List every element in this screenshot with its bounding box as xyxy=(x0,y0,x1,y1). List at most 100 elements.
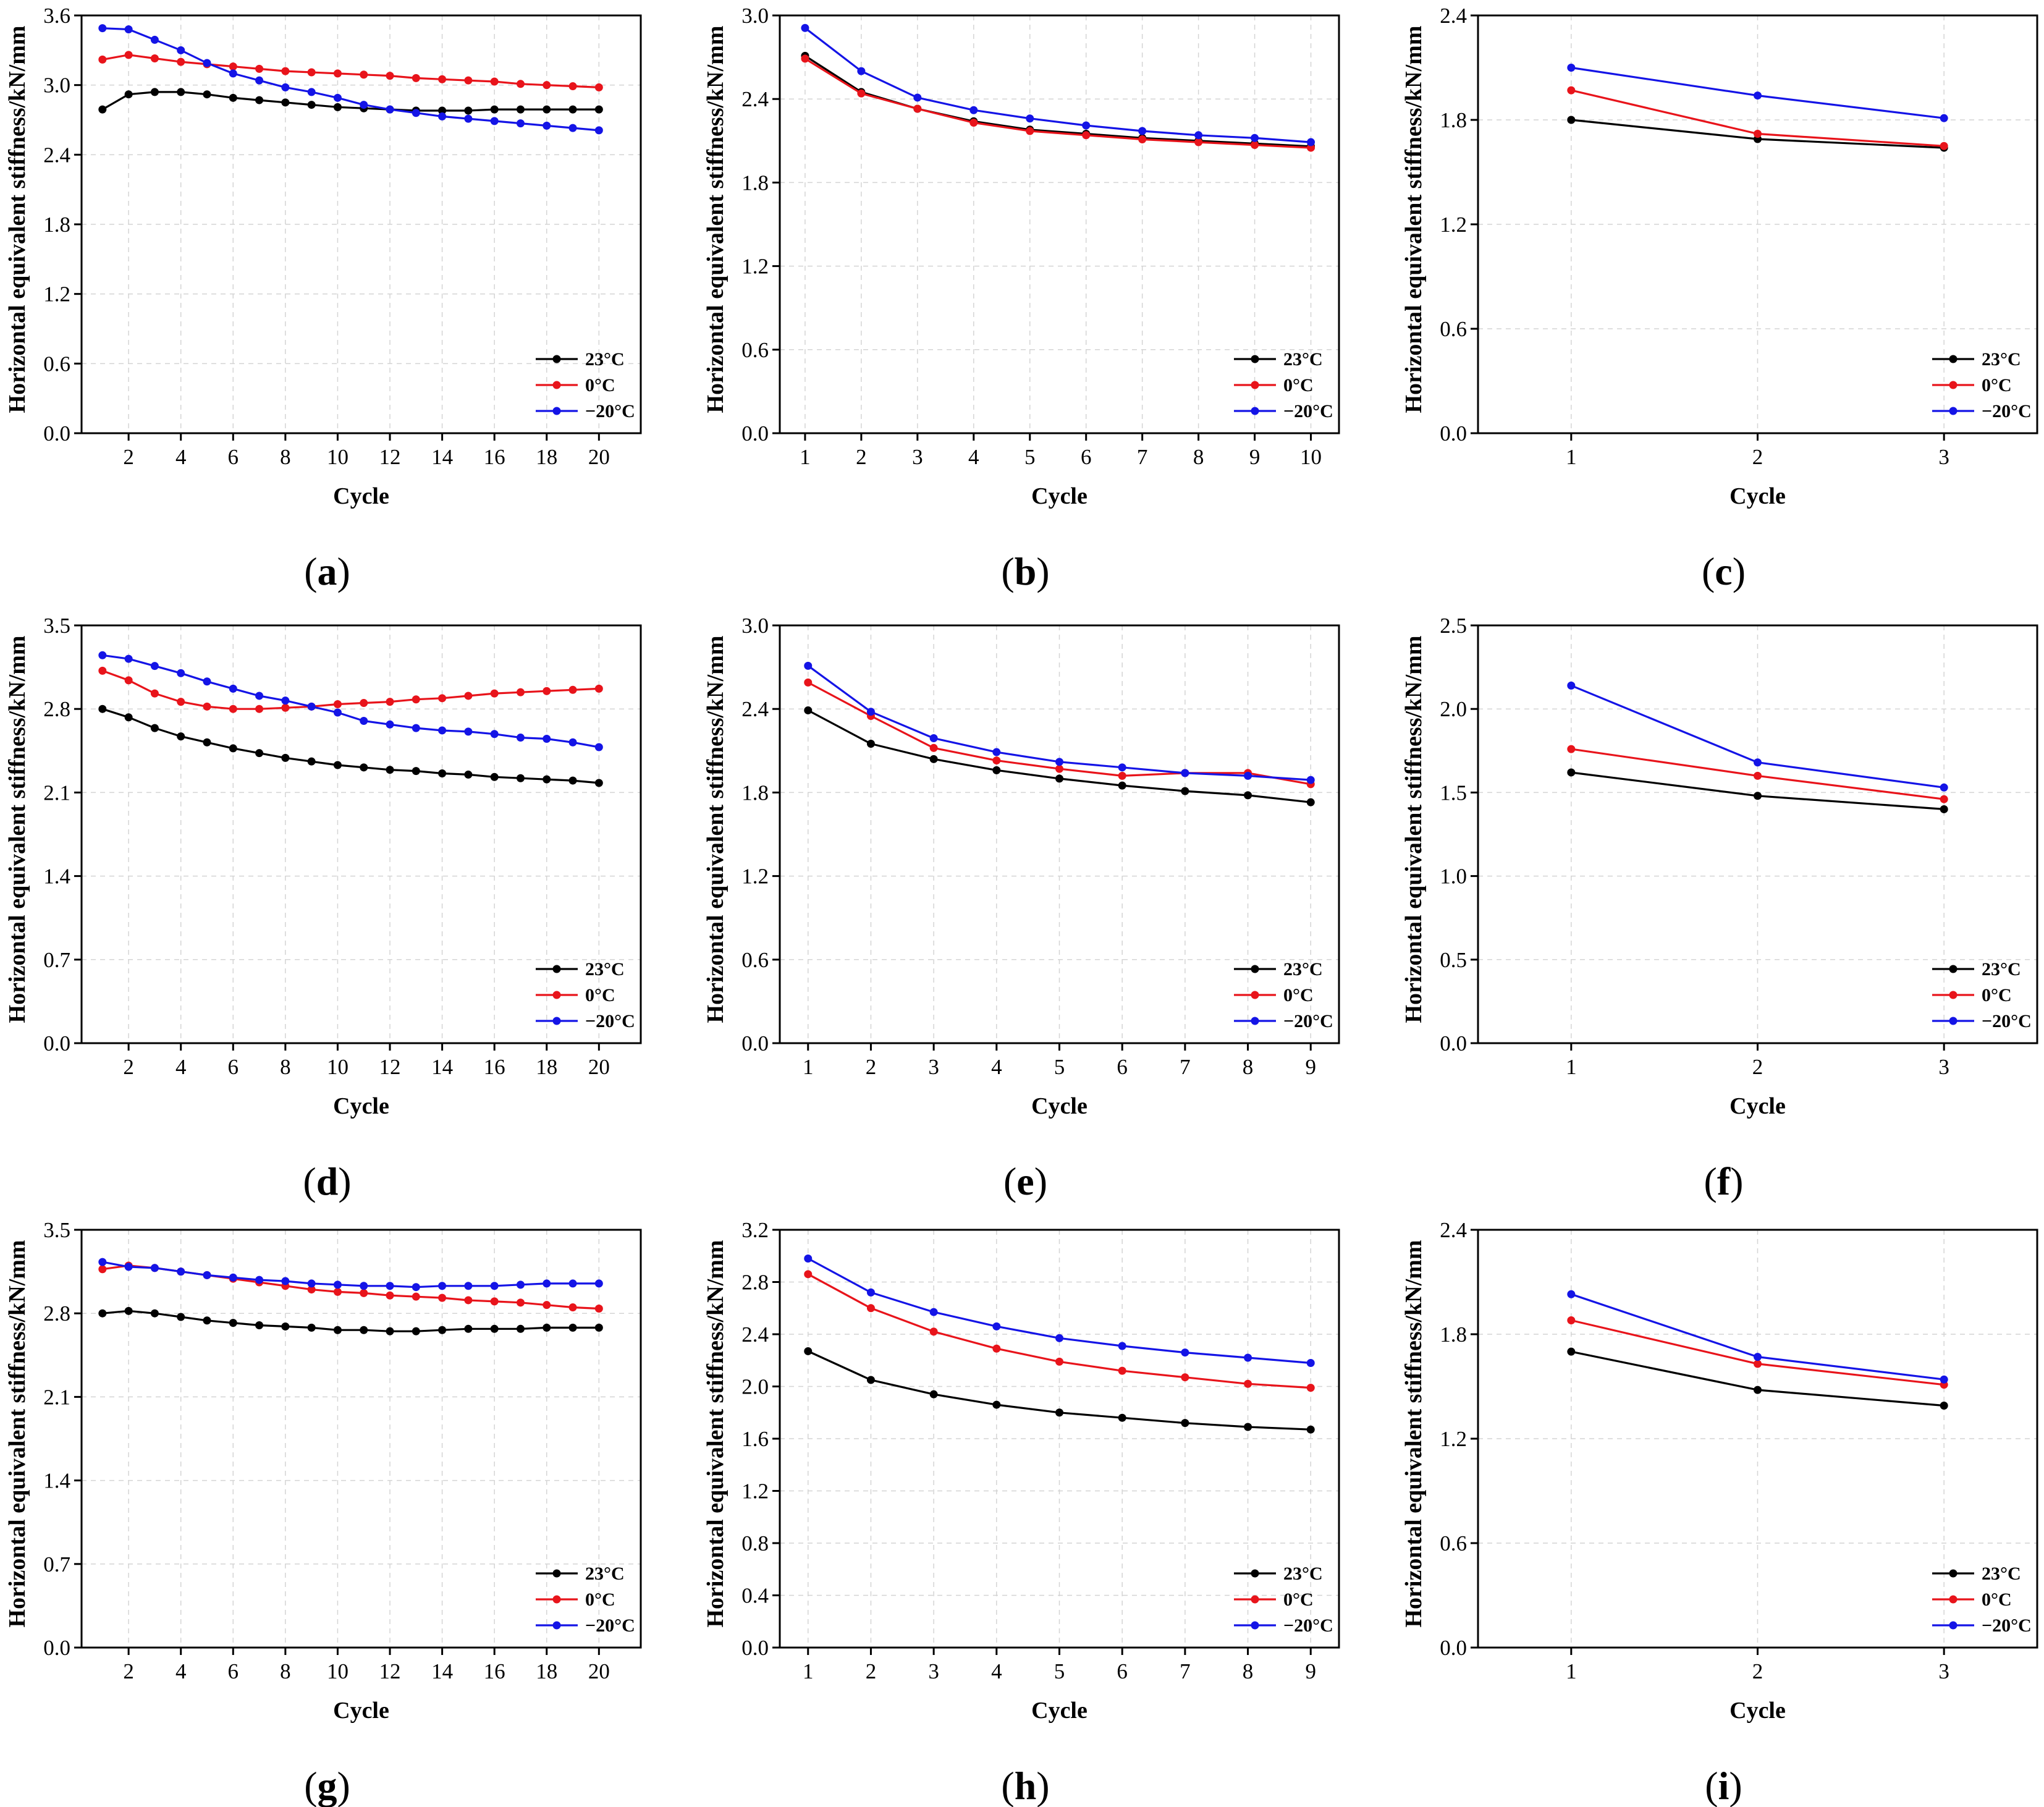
y-tick-label: 1.2 xyxy=(741,1479,769,1504)
data-point xyxy=(124,654,133,663)
data-point xyxy=(150,88,159,96)
y-tick-label: 1.2 xyxy=(1440,1427,1467,1451)
data-point xyxy=(490,117,499,125)
panel-label-paren-close: ) xyxy=(1729,1764,1742,1807)
data-point xyxy=(1055,1408,1063,1417)
panel-label-letter: c xyxy=(1715,549,1732,593)
y-tick-label: 0.6 xyxy=(43,352,70,376)
legend-label: 0°C xyxy=(585,985,615,1005)
x-tick-label: 10 xyxy=(327,445,348,469)
y-tick-label: 1.8 xyxy=(43,213,70,237)
data-point xyxy=(594,105,603,114)
data-point xyxy=(98,666,107,675)
panel-label-paren-close: ) xyxy=(337,1764,350,1807)
panel-label-paren-close: ) xyxy=(1036,549,1049,593)
data-point xyxy=(333,700,342,708)
x-tick-label: 5 xyxy=(1054,1659,1065,1683)
data-point xyxy=(98,1258,107,1266)
data-point xyxy=(1940,805,1948,813)
x-tick-label: 12 xyxy=(379,445,401,469)
panel-label-paren-close: ) xyxy=(337,549,350,593)
data-point xyxy=(1754,771,1762,780)
y-tick-label: 1.8 xyxy=(741,781,769,805)
panel-i: 0.0 0.6 1.2 1.8 2.4 1 2 3 Cycle Horizontal equiva… xyxy=(1401,1218,2038,1807)
legend-label: 23°C xyxy=(585,349,625,370)
data-point xyxy=(1055,764,1063,773)
series--20C xyxy=(1567,64,1948,122)
data-point xyxy=(177,46,185,54)
data-point xyxy=(229,1273,237,1282)
legend-marker xyxy=(1251,407,1259,415)
data-point xyxy=(255,64,264,73)
data-point xyxy=(866,740,875,748)
y-axis-title: Horizontal equivalent stiffness/kN/mm xyxy=(1401,1240,1427,1628)
data-point xyxy=(281,703,290,712)
legend-label: 23°C xyxy=(1982,349,2021,370)
series-line xyxy=(102,708,599,784)
x-tick-label: 4 xyxy=(175,445,187,469)
data-point xyxy=(1055,758,1063,766)
data-point xyxy=(1118,781,1126,790)
data-point xyxy=(307,1323,316,1332)
plot-frame xyxy=(779,14,1340,434)
data-point xyxy=(801,54,809,63)
data-point xyxy=(1567,745,1576,753)
data-point xyxy=(438,1282,447,1290)
data-point xyxy=(386,698,394,706)
data-point xyxy=(490,1324,499,1333)
y-tick-label: 0.0 xyxy=(741,1636,769,1660)
x-tick-label: 7 xyxy=(1180,1055,1191,1079)
data-point xyxy=(360,101,368,109)
panel-label-paren-open: ( xyxy=(1705,1764,1718,1807)
y-tick-label: 3.5 xyxy=(43,1218,70,1242)
data-point xyxy=(594,1279,603,1288)
legend-label: −20°C xyxy=(585,401,635,421)
data-point xyxy=(150,662,159,671)
data-point xyxy=(1567,681,1576,690)
legend: 23°C 0°C −20°C xyxy=(1932,1564,2032,1636)
x-tick-label: 6 xyxy=(1081,445,1092,469)
data-point xyxy=(412,109,420,117)
legend-label: 23°C xyxy=(1283,349,1323,370)
legend-marker xyxy=(1251,381,1259,389)
data-point xyxy=(438,1326,447,1334)
y-axis-title: Horizontal equivalent stiffness/kN/mm xyxy=(703,26,728,413)
x-axis-title: Cycle xyxy=(1031,483,1087,509)
legend-marker xyxy=(1251,1017,1259,1025)
data-point xyxy=(1567,1290,1576,1298)
x-tick-label: 1 xyxy=(1566,445,1577,469)
series-0C xyxy=(801,54,1316,152)
y-tick-label: 1.8 xyxy=(1440,1322,1467,1347)
y-tick-label: 2.4 xyxy=(741,1322,769,1347)
y-tick-label: 2.0 xyxy=(1440,697,1467,721)
data-point xyxy=(490,1297,499,1306)
y-tick-label: 2.5 xyxy=(1440,614,1467,638)
data-point xyxy=(992,1344,1001,1353)
data-point xyxy=(333,1326,342,1334)
data-point xyxy=(1026,127,1034,135)
y-tick-label: 1.2 xyxy=(43,282,70,307)
data-point xyxy=(1306,1384,1315,1392)
legend-label: 23°C xyxy=(1982,1564,2021,1584)
data-point xyxy=(281,83,290,91)
data-point xyxy=(866,708,875,716)
data-point xyxy=(594,83,603,91)
legend-label: 0°C xyxy=(1283,375,1314,396)
data-point xyxy=(98,24,107,33)
x-tick-label: 16 xyxy=(484,1055,505,1079)
grid xyxy=(82,625,641,1043)
data-point xyxy=(438,106,447,115)
data-point xyxy=(568,1303,577,1312)
series-line xyxy=(804,27,1311,143)
legend-label: 23°C xyxy=(585,959,625,980)
y-tick-label: 0.7 xyxy=(43,948,70,972)
panel-label-paren-open: ( xyxy=(303,1159,316,1203)
data-point xyxy=(1754,1386,1762,1394)
x-tick-label: 2 xyxy=(856,445,867,469)
data-point xyxy=(1118,1413,1126,1422)
data-point xyxy=(177,698,185,706)
y-tick-label: 0.0 xyxy=(1440,1031,1467,1056)
data-point xyxy=(992,1322,1001,1331)
data-point xyxy=(804,1254,813,1263)
x-axis-title: Cycle xyxy=(1729,1698,1786,1724)
